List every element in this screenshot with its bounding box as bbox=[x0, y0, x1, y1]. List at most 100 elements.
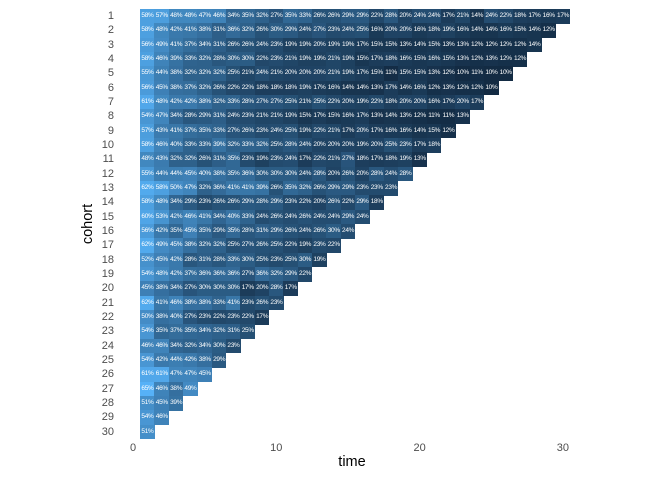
heatmap-cell: 42% bbox=[154, 223, 170, 239]
heatmap-cell: 21% bbox=[297, 94, 313, 110]
y-tick-label: 17 bbox=[101, 239, 114, 252]
heatmap-cell: 10% bbox=[484, 66, 499, 81]
heatmap-cell: 35% bbox=[197, 123, 213, 139]
heatmap-cell: 12% bbox=[484, 37, 499, 53]
heatmap-cell: 18% bbox=[283, 80, 299, 96]
heatmap-cell: 37% bbox=[183, 266, 198, 282]
heatmap-cell: 34% bbox=[168, 281, 184, 296]
heatmap-cell: 22% bbox=[498, 9, 514, 24]
heatmap-cell: 31% bbox=[211, 109, 227, 124]
heatmap-cell: 22% bbox=[240, 80, 256, 96]
heatmap-cell: 23% bbox=[383, 180, 399, 196]
heatmap-cell: 18% bbox=[269, 80, 284, 96]
heatmap-cell: 19% bbox=[340, 51, 356, 67]
y-tick-label: 19 bbox=[101, 267, 114, 280]
heatmap-cell: 16% bbox=[369, 23, 385, 38]
y-tick-label: 9 bbox=[107, 124, 114, 137]
heatmap-cell: 26% bbox=[312, 223, 327, 239]
heatmap-cell: 48% bbox=[154, 94, 170, 110]
heatmap-cell: 23% bbox=[369, 180, 385, 196]
heatmap-cell: 29% bbox=[269, 195, 284, 210]
heatmap-cell: 13% bbox=[441, 80, 456, 96]
heatmap-cell: 12% bbox=[412, 109, 428, 124]
heatmap-cell: 20% bbox=[369, 137, 385, 153]
heatmap-cell: 20% bbox=[355, 166, 370, 182]
heatmap-cell: 46% bbox=[168, 295, 184, 311]
heatmap-cell: 49% bbox=[154, 37, 170, 53]
heatmap-cell: 17% bbox=[312, 109, 327, 124]
heatmap-cell: 14% bbox=[340, 80, 356, 96]
heatmap-cell: 36% bbox=[240, 166, 256, 182]
heatmap-cell: 17% bbox=[527, 9, 542, 24]
heatmap-cell: 28% bbox=[211, 252, 227, 268]
heatmap-cell: 22% bbox=[326, 94, 342, 110]
heatmap-cell: 12% bbox=[469, 37, 485, 53]
y-tick-label: 4 bbox=[107, 52, 114, 65]
heatmap-cell: 27% bbox=[183, 281, 198, 296]
y-tick-label: 7 bbox=[107, 95, 114, 108]
heatmap-cell: 34% bbox=[197, 338, 213, 354]
heatmap-cell: 13% bbox=[398, 109, 413, 124]
heatmap-cell: 17% bbox=[355, 109, 370, 124]
heatmap-cell: 25% bbox=[226, 66, 241, 81]
y-tick-label: 30 bbox=[101, 425, 114, 438]
heatmap-cell: 23% bbox=[240, 109, 256, 124]
heatmap-cell: 14% bbox=[527, 23, 542, 38]
heatmap-cell: 16% bbox=[541, 9, 557, 24]
heatmap-cell: 32% bbox=[183, 338, 198, 354]
heatmap-cell: 10% bbox=[455, 66, 471, 81]
heatmap-cell: 22% bbox=[340, 195, 356, 210]
heatmap-cell: 12% bbox=[426, 80, 442, 96]
heatmap-cell: 25% bbox=[226, 238, 241, 253]
heatmap-cell: 22% bbox=[312, 123, 327, 139]
heatmap-cell: 42% bbox=[154, 352, 170, 368]
heatmap-cell: 15% bbox=[441, 51, 456, 67]
heatmap-cell: 14% bbox=[383, 109, 399, 124]
heatmap-cell: 13% bbox=[398, 37, 413, 53]
heatmap-cell: 58% bbox=[140, 137, 155, 153]
x-tick-label: 30 bbox=[556, 442, 570, 454]
heatmap-cell: 48% bbox=[154, 23, 170, 38]
heatmap-cell: 24% bbox=[340, 23, 356, 38]
heatmap-cell: 19% bbox=[355, 94, 370, 110]
heatmap-cell: 19% bbox=[312, 51, 327, 67]
heatmap-cell: 16% bbox=[326, 80, 342, 96]
y-tick-label: 2 bbox=[107, 24, 114, 37]
heatmap-cell: 31% bbox=[197, 252, 213, 268]
heatmap-cell: 38% bbox=[183, 238, 198, 253]
heatmap-cell: 28% bbox=[240, 94, 256, 110]
heatmap-cell: 24% bbox=[297, 166, 313, 182]
heatmap-cell: 24% bbox=[297, 137, 313, 153]
heatmap-cell: 35% bbox=[226, 166, 241, 182]
heatmap-cell: 30% bbox=[226, 51, 241, 67]
heatmap-cell: 49% bbox=[183, 381, 198, 397]
y-tick-label: 24 bbox=[101, 339, 114, 352]
heatmap-cell: 10% bbox=[498, 66, 514, 81]
heatmap-cell: 28% bbox=[183, 109, 198, 124]
heatmap-cell: 29% bbox=[340, 180, 356, 196]
heatmap-cell: 42% bbox=[183, 352, 198, 368]
heatmap-cell: 17% bbox=[240, 281, 256, 296]
heatmap-cell: 15% bbox=[369, 37, 385, 53]
heatmap-cell: 34% bbox=[168, 338, 184, 354]
heatmap-cell: 51% bbox=[140, 395, 155, 411]
heatmap-cell: 26% bbox=[254, 295, 270, 311]
heatmap-cell: 19% bbox=[355, 137, 370, 153]
heatmap-cell: 13% bbox=[441, 37, 456, 53]
heatmap-cell: 46% bbox=[154, 137, 170, 153]
heatmap-cell: 61% bbox=[140, 367, 155, 382]
heatmap-cell: 39% bbox=[254, 180, 270, 196]
heatmap-cell: 20% bbox=[455, 94, 471, 110]
heatmap-cell: 61% bbox=[140, 94, 155, 110]
heatmap-cell: 35% bbox=[183, 324, 198, 339]
heatmap-cell: 26% bbox=[340, 166, 356, 182]
heatmap-cell: 47% bbox=[197, 9, 213, 24]
heatmap-cell: 44% bbox=[168, 352, 184, 368]
heatmap-cell: 45% bbox=[197, 367, 213, 382]
heatmap-cell: 23% bbox=[269, 37, 284, 53]
heatmap-cell: 23% bbox=[226, 338, 241, 354]
heatmap-cell: 47% bbox=[183, 180, 198, 196]
heatmap-cell: 20% bbox=[326, 166, 342, 182]
heatmap-cell: 34% bbox=[197, 37, 213, 53]
heatmap-cell: 32% bbox=[197, 180, 213, 196]
